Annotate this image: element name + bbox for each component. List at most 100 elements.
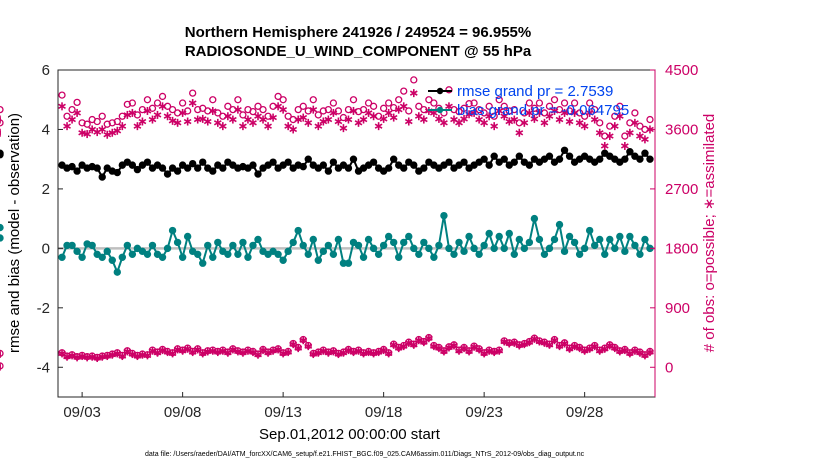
x-tick-label: 09/03 (63, 404, 101, 421)
data-point (254, 235, 262, 244)
data-point (409, 340, 418, 349)
data-point (68, 105, 76, 114)
data-point (199, 259, 207, 267)
data-point (616, 232, 624, 241)
y-tick-label-right: 2700 (665, 181, 698, 198)
data-point (88, 241, 96, 250)
data-point (153, 99, 162, 107)
data-point (465, 100, 473, 108)
data-point (314, 111, 322, 119)
data-point (299, 102, 307, 110)
data-point (193, 345, 202, 354)
x-tick-label: 09/18 (365, 404, 403, 421)
data-point (646, 155, 654, 163)
data-point (389, 155, 398, 163)
left-y-axis: -4 -2 0 2 4 6 (37, 62, 63, 376)
data-point (500, 244, 508, 253)
data-point (535, 337, 544, 346)
data-point (229, 115, 237, 124)
data-point (88, 352, 97, 361)
data-point (98, 253, 106, 261)
y-tick-label-right: 4500 (665, 62, 698, 79)
data-point (269, 346, 277, 355)
data-point (254, 170, 262, 178)
data-point (510, 115, 519, 124)
data-point (204, 107, 212, 115)
data-point (73, 98, 81, 107)
data-point (525, 238, 534, 247)
data-point (500, 112, 509, 121)
x-tick-label: 09/28 (566, 404, 604, 421)
data-point (113, 268, 121, 276)
data-point (475, 105, 483, 114)
data-point (641, 125, 649, 134)
data-point (395, 253, 403, 261)
data-point (324, 115, 333, 124)
data-point (515, 128, 524, 137)
data-point (500, 102, 508, 110)
data-point (93, 164, 101, 172)
data-file-caption: data file: /Users/raeder/DAI/ATM_forcXX/… (145, 451, 585, 458)
data-point (209, 253, 217, 261)
data-point (0, 151, 4, 159)
data-point (425, 96, 433, 104)
data-point (163, 348, 172, 357)
data-point (143, 96, 152, 104)
data-point (68, 162, 76, 171)
data-point (83, 120, 91, 128)
data-point (354, 241, 363, 250)
data-point (364, 348, 373, 357)
data-point (128, 250, 137, 259)
data-point (435, 114, 443, 123)
data-point (158, 92, 167, 101)
data-point (329, 250, 338, 259)
data-point (410, 244, 418, 253)
data-point (591, 105, 599, 114)
data-point (249, 241, 257, 250)
data-point (410, 76, 418, 84)
data-point (314, 122, 323, 131)
data-point (399, 102, 408, 111)
series-0 (0, 146, 654, 181)
data-point (289, 238, 297, 247)
data-point (580, 244, 589, 253)
data-point (641, 235, 649, 244)
data-point (163, 102, 172, 110)
data-point (395, 96, 403, 104)
y-tick-label-left: -2 (37, 300, 50, 317)
data-point (420, 164, 428, 172)
data-point (545, 112, 554, 121)
data-point (631, 109, 639, 117)
y-tick-label-left: -4 (37, 359, 50, 376)
data-point (369, 244, 378, 253)
data-point (611, 112, 619, 120)
data-point (621, 155, 629, 163)
data-point (98, 173, 106, 181)
data-point (470, 108, 478, 117)
data-point (485, 102, 493, 110)
data-point (349, 106, 358, 115)
data-point (0, 362, 4, 370)
data-point (575, 109, 584, 117)
data-point (611, 244, 619, 253)
data-point (460, 158, 468, 166)
data-point (460, 247, 468, 256)
data-point (540, 250, 549, 259)
data-point (445, 158, 453, 166)
data-point (445, 86, 453, 94)
data-point (199, 158, 207, 166)
data-point (495, 346, 504, 355)
data-point (204, 241, 212, 250)
data-point (299, 336, 308, 345)
data-point (580, 122, 589, 131)
y-tick-label-right: 1800 (665, 240, 698, 257)
data-point (465, 110, 473, 119)
data-point (374, 112, 383, 120)
data-point (601, 132, 609, 140)
data-point (93, 117, 101, 126)
data-point (596, 119, 604, 127)
data-point (520, 118, 529, 127)
data-point (364, 99, 373, 107)
legend-label-rmse: rmse grand pr = 2.7539 (457, 83, 613, 100)
data-point (545, 340, 554, 349)
